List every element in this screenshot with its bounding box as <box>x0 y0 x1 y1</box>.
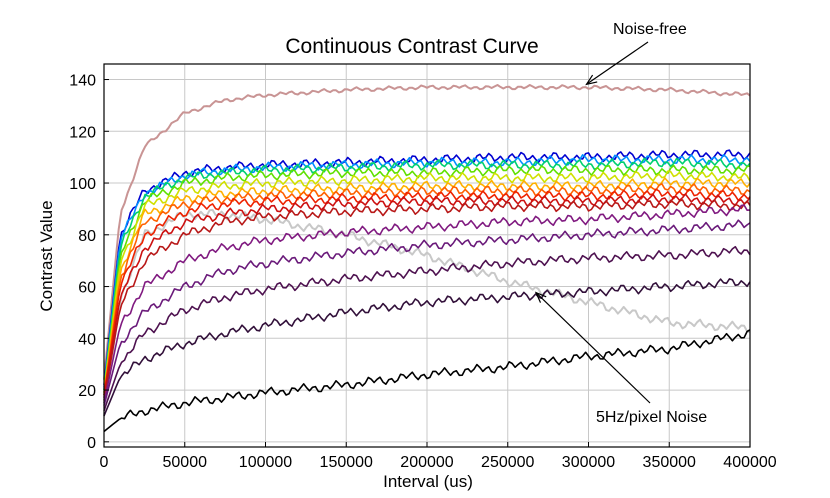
series-line-noisy-1 <box>103 149 751 385</box>
x-tick-label: 200000 <box>400 454 453 471</box>
series-line-noisy-14 <box>103 278 751 417</box>
x-tick-label: 100000 <box>239 454 292 471</box>
series-line-noisy-13 <box>103 245 751 412</box>
series-line-noisy-6 <box>103 177 751 393</box>
y-tick-label: 60 <box>78 280 96 297</box>
x-tick-label: 50000 <box>163 454 208 471</box>
annotation-arrowhead-noise-free <box>585 74 598 86</box>
x-axis-label: Interval (us) <box>383 472 473 491</box>
y-axis-label: Contrast Value <box>37 200 56 311</box>
y-tick-label: 40 <box>78 331 96 348</box>
series-line-noisy-9 <box>103 193 751 398</box>
y-tick-label: 120 <box>69 124 96 141</box>
x-tick-label: 150000 <box>320 454 373 471</box>
annotation-5hz-noise: 5Hz/pixel Noise <box>596 409 707 426</box>
y-tick-label: 80 <box>78 228 96 245</box>
series-line-noisy-10 <box>103 199 751 401</box>
axis-ticks: 0 50000 100000 150000 200000 250000 300000 3500… <box>69 73 777 471</box>
x-tick-label: 0 <box>100 454 109 471</box>
x-tick-label: 350000 <box>643 454 696 471</box>
annotation-arrowhead-5hz-noise <box>534 291 547 303</box>
series-line-noisy-11 <box>103 204 751 404</box>
x-tick-label: 250000 <box>481 454 534 471</box>
series-line-noisy-12 <box>103 219 751 406</box>
chart-title: Continuous Contrast Curve <box>285 35 538 58</box>
grid-lines <box>103 64 751 447</box>
y-tick-label: 100 <box>69 176 96 193</box>
series-line-noise-free <box>103 84 751 380</box>
annotation-arrow-5hz-noise <box>535 292 651 404</box>
annotation-arrow-noise-free <box>586 41 649 85</box>
x-tick-label: 400000 <box>723 454 776 471</box>
series-group <box>103 84 751 433</box>
series-line-noisy-3 <box>103 157 751 391</box>
x-tick-label: 300000 <box>562 454 615 471</box>
annotations: Noise-free 5Hz/pixel Noise <box>534 21 707 426</box>
series-line-noisy-4 <box>103 164 751 391</box>
y-tick-label: 140 <box>69 73 96 90</box>
annotation-noise-free: Noise-free <box>613 21 687 38</box>
series-line-5hz-pixel-noise <box>103 208 751 417</box>
series-line-noisy-7 <box>103 183 751 396</box>
y-tick-label: 20 <box>78 383 96 400</box>
y-tick-label: 0 <box>87 435 96 452</box>
series-line-noisy-5 <box>103 170 751 393</box>
series-line-noisy-15 <box>103 329 751 433</box>
